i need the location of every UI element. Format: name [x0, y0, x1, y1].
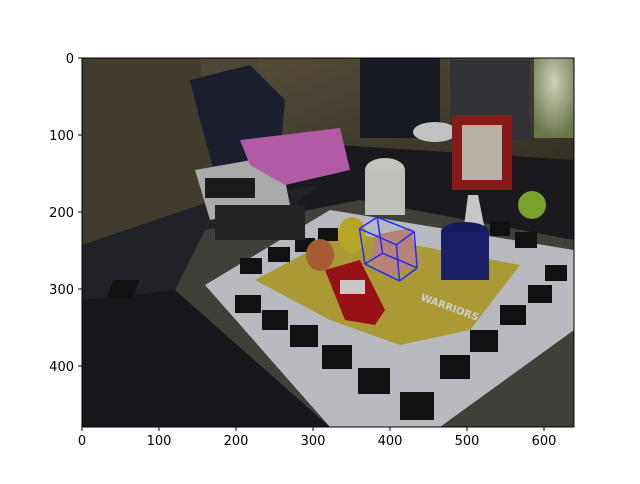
x-tick-label: 300: [301, 434, 326, 449]
x-tick-label: 100: [147, 434, 172, 449]
cube-edge: [413, 231, 418, 268]
x-tick-label: 0: [78, 434, 86, 449]
cube-edge: [399, 267, 418, 282]
y-tick-label: 200: [49, 206, 74, 221]
cube-edge: [358, 228, 366, 265]
cube-edge: [376, 217, 384, 254]
y-axis: 0 100 200 300 400: [49, 52, 82, 375]
cube-edge: [364, 263, 400, 282]
cube-edge: [395, 244, 401, 282]
cube-edge: [382, 252, 418, 269]
cube-edge: [359, 227, 397, 246]
photo: WARRIORS: [82, 58, 574, 427]
x-tick-label: 600: [532, 434, 557, 449]
y-tick-label: 300: [49, 283, 74, 298]
x-axis: 0 100 200 300 400 500 600: [78, 427, 557, 449]
x-tick-label: 400: [378, 434, 403, 449]
cube-edge: [359, 216, 378, 230]
y-tick-label: 400: [49, 360, 74, 375]
cube-edge: [376, 216, 415, 233]
y-tick-label: 100: [49, 129, 74, 144]
cube-edge: [364, 252, 383, 265]
cube-edge: [395, 231, 415, 246]
x-tick-label: 200: [224, 434, 249, 449]
bounding-cube: [358, 216, 418, 282]
y-tick-label: 0: [66, 52, 74, 67]
axes-frame: [81, 57, 575, 428]
x-tick-label: 500: [455, 434, 480, 449]
